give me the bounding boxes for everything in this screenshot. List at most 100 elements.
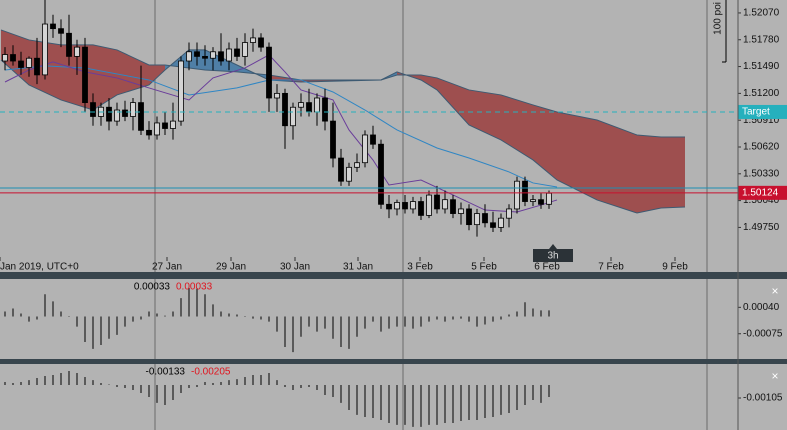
candle-body — [58, 28, 64, 34]
timeframe-pointer — [549, 244, 557, 249]
candle-body — [122, 109, 128, 117]
x-tick-label: 29 Jan — [216, 262, 246, 273]
timeframe-box — [533, 249, 573, 262]
x-tick-label: 6 Feb — [534, 262, 560, 273]
candle-body — [530, 199, 536, 202]
x-tick-label: 3 Feb — [407, 262, 433, 273]
candle-body — [410, 201, 416, 210]
candle-body — [394, 202, 400, 210]
price-level-box — [738, 104, 787, 119]
candle-body — [242, 42, 248, 57]
candle-body — [2, 54, 8, 62]
y-tick-label: 1.51780 — [743, 34, 780, 45]
candle-body — [218, 51, 224, 62]
indicator-line — [4, 65, 558, 188]
candle-body — [458, 208, 464, 214]
candle-body — [546, 192, 552, 205]
y-tick-label: 1.51490 — [743, 61, 780, 72]
candle-body — [170, 120, 176, 129]
price-axis: -0.00105 — [738, 393, 783, 404]
candle-body — [514, 180, 520, 210]
candle-body — [426, 194, 432, 216]
candle-body — [146, 129, 152, 136]
x-tick-label: 31 Jan — [343, 262, 373, 273]
candle-body — [26, 57, 32, 68]
candle-body — [178, 60, 184, 122]
indicator-readout: 0.00033 — [134, 282, 171, 293]
y-tick-label: -0.00075 — [743, 328, 783, 339]
close-button[interactable]: × — [771, 369, 778, 383]
candle-body — [474, 213, 480, 226]
y-tick-label: -0.00105 — [743, 393, 783, 404]
y-tick-label: 1.50910 — [743, 115, 780, 126]
candle-body — [442, 199, 448, 210]
price-level-box — [738, 185, 787, 200]
y-tick-label: 0.00040 — [743, 302, 780, 313]
cloud-segment — [557, 111, 597, 200]
candle-body — [18, 60, 24, 68]
candle-body — [202, 55, 208, 59]
indicator-readout: -0.00205 — [191, 367, 231, 378]
candle-body — [418, 201, 424, 216]
y-tick-label: 1.49750 — [743, 222, 780, 233]
price-axis: 1.52070 1.51780 1.51490 1.51200 1.50910 1.506… — [0, 8, 787, 273]
candle-body — [194, 51, 200, 57]
candle-body — [522, 180, 528, 202]
candle-body — [74, 46, 80, 57]
candle-body — [106, 106, 112, 122]
cloud-segment — [533, 104, 557, 180]
cloud-segment — [149, 64, 165, 85]
candle-body — [42, 23, 48, 76]
candle-body — [386, 203, 392, 210]
candle-body — [210, 51, 216, 59]
candle-body — [306, 102, 312, 113]
candle-body — [250, 37, 256, 43]
candle-body — [274, 92, 280, 99]
candle-body — [34, 57, 40, 76]
price-level-label: 1.50124 — [742, 187, 779, 198]
candle-body — [330, 120, 336, 159]
y-tick-label: 1.50330 — [743, 168, 780, 179]
candle-body — [482, 213, 488, 224]
y-tick-label: 1.51200 — [743, 88, 780, 99]
candle-body — [362, 134, 368, 164]
timeframe-label: 3h — [547, 251, 558, 262]
cloud-segment — [93, 44, 117, 111]
x-tick-label: 30 Jan — [280, 262, 310, 273]
close-button[interactable]: × — [771, 284, 778, 298]
candle-body — [114, 109, 120, 122]
indicator-readout: 0.00033 — [176, 282, 213, 293]
candle-body — [322, 97, 328, 122]
cloud-segment — [421, 74, 437, 90]
y-tick-label: 1.50040 — [743, 195, 780, 206]
candle-body — [354, 162, 360, 168]
cloud-edge — [0, 49, 686, 214]
panel-divider — [0, 272, 787, 279]
cloud-edge — [0, 29, 685, 138]
candle-body — [338, 157, 344, 182]
candle-body — [130, 102, 136, 117]
cloud-segment — [469, 89, 501, 140]
timeframe-tag: 3h — [533, 244, 573, 262]
candle-body — [434, 194, 440, 210]
candle-body — [378, 143, 384, 205]
x-tick-label: 7 Feb — [598, 262, 624, 273]
cloud-segment — [597, 119, 637, 213]
candle-body — [10, 54, 16, 62]
y-tick-label: 1.52070 — [743, 8, 780, 19]
candle-body — [282, 92, 288, 127]
y-tick-label: 1.50620 — [743, 142, 780, 153]
candle-body — [186, 51, 192, 62]
x-tick-label: 9 Feb — [662, 262, 688, 273]
candle-body — [466, 208, 472, 226]
cloud-segment — [661, 137, 685, 209]
cloud-segment — [637, 134, 661, 213]
candle-body — [50, 23, 56, 30]
candle-body — [298, 102, 304, 108]
panel — [4, 371, 550, 427]
candle-body — [506, 208, 512, 219]
candle-body — [450, 199, 456, 214]
